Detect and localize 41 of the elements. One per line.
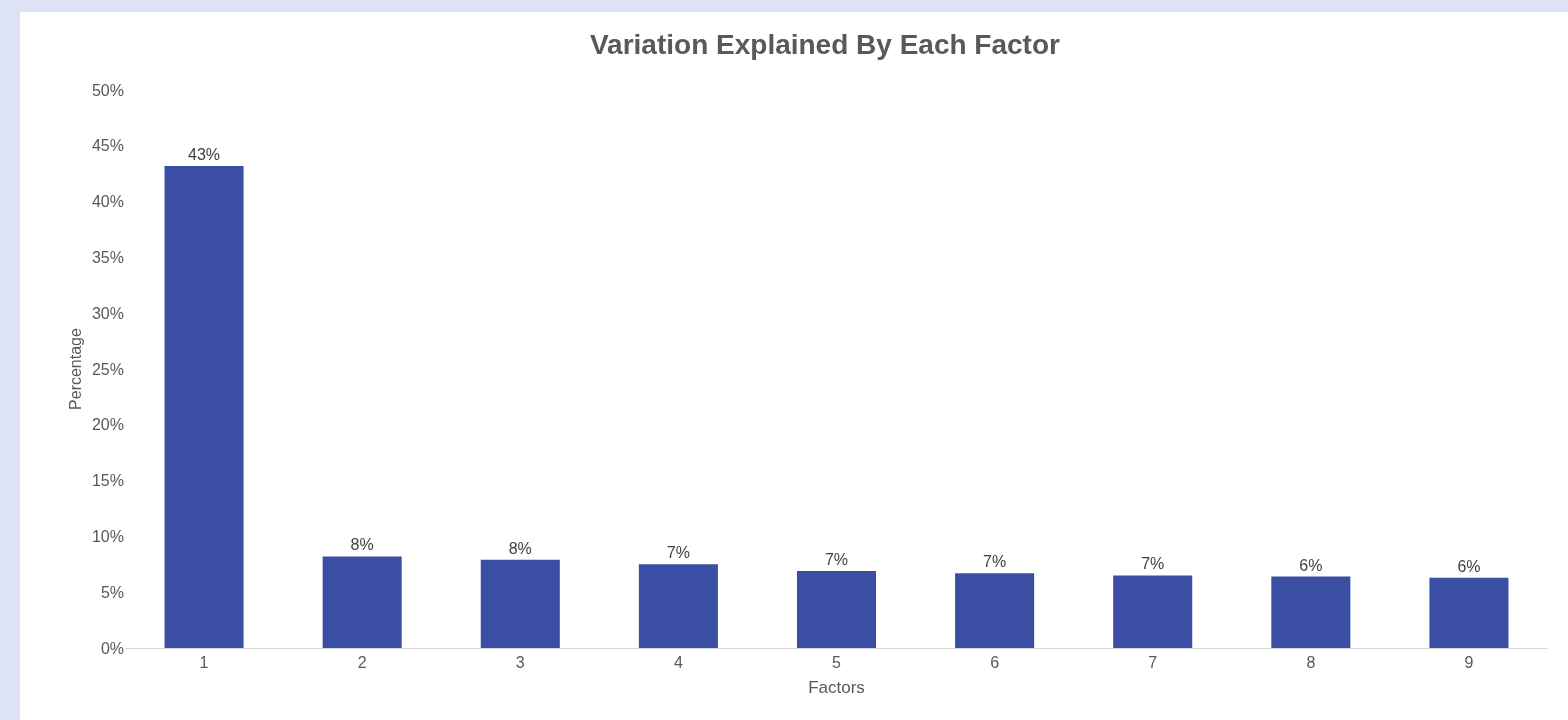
bar — [638, 564, 718, 648]
chart-title: Variation Explained By Each Factor — [589, 28, 1061, 60]
y-tick-label: 15% — [91, 472, 124, 490]
data-label: 7% — [824, 551, 849, 568]
bar — [1113, 575, 1193, 648]
data-label: 6% — [1457, 557, 1481, 575]
y-axis-title: Percentage — [66, 327, 84, 410]
x-tick-label: 6 — [990, 654, 1000, 672]
bar — [796, 571, 877, 648]
data-label: 43% — [188, 145, 221, 163]
x-tick-label: 1 — [199, 654, 209, 672]
x-tick-label: 9 — [1464, 654, 1474, 672]
data-label: 7% — [666, 544, 690, 562]
y-tick-label: 50% — [91, 81, 124, 99]
bar — [1271, 576, 1351, 648]
y-tick-label: 0% — [100, 639, 124, 657]
data-label: 8% — [508, 539, 532, 557]
bar — [164, 165, 244, 648]
x-tick-label: 3 — [515, 654, 525, 672]
x-tick-label: 5 — [832, 654, 842, 672]
bar — [955, 573, 1035, 648]
bar — [1429, 577, 1509, 648]
data-label: 7% — [983, 553, 1007, 571]
data-label: 6% — [1299, 556, 1323, 574]
y-tick-label: 40% — [91, 193, 124, 211]
x-tick-label: 4 — [673, 654, 683, 672]
bar — [322, 556, 402, 648]
y-tick-label: 10% — [91, 528, 124, 545]
x-tick-label: 8 — [1306, 654, 1316, 672]
data-label: 7% — [1141, 555, 1165, 573]
bar — [480, 559, 560, 648]
y-tick-label: 35% — [91, 249, 124, 266]
data-label: 8% — [350, 536, 374, 554]
y-tick-label: 20% — [91, 416, 124, 434]
x-tick-label: 2 — [357, 654, 367, 672]
x-tick-label: 7 — [1148, 654, 1158, 672]
x-axis-title: Factors — [808, 677, 865, 697]
y-tick-label: 25% — [91, 360, 124, 378]
y-tick-label: 45% — [91, 137, 124, 155]
y-tick-label: 30% — [91, 304, 124, 322]
y-tick-label: 5% — [100, 583, 124, 601]
